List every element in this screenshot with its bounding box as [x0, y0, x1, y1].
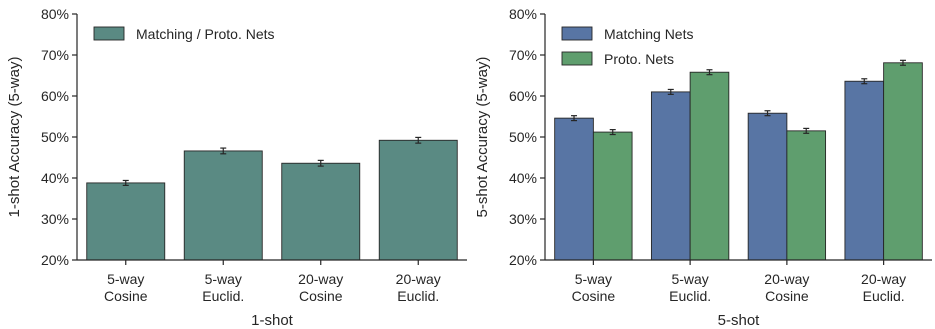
x-axis-title-2: 5-shot — [718, 312, 761, 329]
chart-panel-2 — [540, 13, 932, 265]
x-tick-label-line2-2-4: Euclid. — [863, 288, 905, 304]
x-tick-label-line2-1-2: Euclid. — [202, 288, 244, 304]
bar-1-1-4 — [378, 139, 458, 261]
chart-panel-1 — [72, 13, 467, 265]
y-axis-title-2: 5-shot Accuracy (5-way) — [474, 57, 491, 218]
y-tick-label-1-7: 80% — [41, 6, 69, 22]
y-tick-label-2-7: 80% — [509, 6, 537, 22]
x-tick-label-line2-2-3: Cosine — [765, 288, 809, 304]
x-tick-label-line2-2-1: Cosine — [572, 288, 616, 304]
x-tick-label-line1-2-2: 5-way — [671, 271, 708, 287]
y-axis-title-1: 1-shot Accuracy (5-way) — [6, 57, 23, 218]
x-tick-label-line1-1-4: 20-way — [396, 271, 441, 287]
x-tick-label-line1-1-2: 5-way — [205, 271, 242, 287]
x-tick-label-line2-1-1: Cosine — [104, 288, 148, 304]
x-tick-label-line1-1-3: 20-way — [298, 271, 343, 287]
y-tick-label-1-5: 60% — [41, 88, 69, 104]
y-tick-label-2-5: 60% — [509, 88, 537, 104]
bar-1-1-1 — [86, 182, 166, 261]
y-tick-label-2-3: 40% — [509, 170, 537, 186]
legend-label-1-1: Matching / Proto. Nets — [136, 26, 275, 42]
bar-2-1-4 — [844, 80, 885, 261]
x-axis-title-1: 1-shot — [251, 312, 294, 329]
x-tick-label-line1-2-1: 5-way — [575, 271, 612, 287]
y-tick-label-1-3: 40% — [41, 170, 69, 186]
legend-label-2-2: Proto. Nets — [604, 51, 674, 67]
y-tick-label-1-1: 20% — [41, 252, 69, 268]
bar-1-1-2 — [183, 150, 263, 261]
y-tick-label-2-1: 20% — [509, 252, 537, 268]
bar-2-2-4 — [883, 62, 923, 261]
x-tick-label-line2-1-3: Cosine — [299, 288, 343, 304]
bar-2-2-2 — [689, 71, 730, 261]
y-tick-label-1-4: 50% — [41, 129, 69, 145]
x-tick-label-line1-2-3: 20-way — [764, 271, 809, 287]
y-tick-label-2-4: 50% — [509, 129, 537, 145]
bar-1-1-3 — [281, 162, 361, 261]
bar-2-1-2 — [650, 91, 691, 261]
legend-swatch-2-2 — [561, 51, 593, 66]
bar-2-1-1 — [554, 117, 594, 261]
bar-2-1-3 — [747, 112, 788, 261]
y-tick-label-2-2: 30% — [509, 211, 537, 227]
x-tick-label-line1-2-4: 20-way — [861, 271, 906, 287]
y-tick-label-1-2: 30% — [41, 211, 69, 227]
y-tick-label-2-6: 70% — [509, 47, 537, 63]
legend-swatch-1-1 — [93, 26, 125, 41]
x-tick-label-line1-1-1: 5-way — [107, 271, 144, 287]
x-tick-label-line2-1-4: Euclid. — [397, 288, 439, 304]
legend-label-2-1: Matching Nets — [604, 26, 693, 42]
legend-swatch-2-1 — [561, 26, 593, 41]
bar-2-2-1 — [592, 131, 633, 261]
y-tick-label-1-6: 70% — [41, 47, 69, 63]
x-tick-label-line2-2-2: Euclid. — [669, 288, 711, 304]
bar-2-2-3 — [786, 130, 827, 261]
